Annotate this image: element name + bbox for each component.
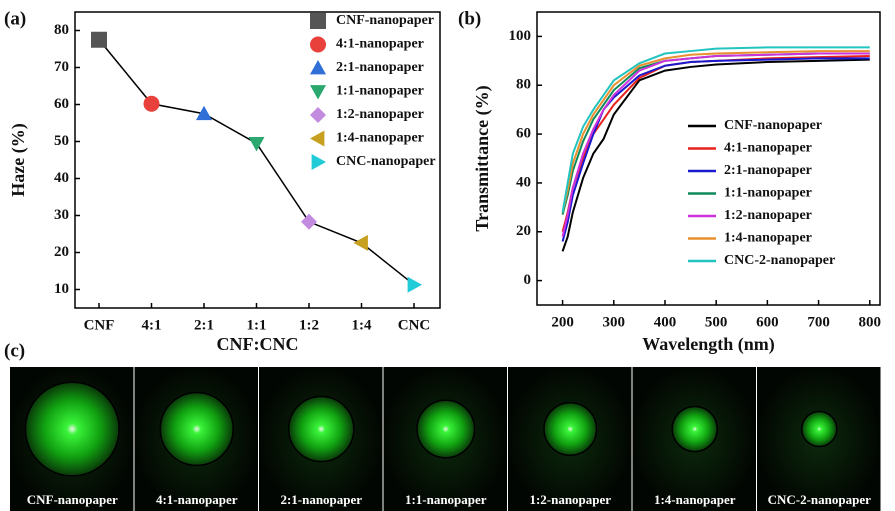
data-line — [563, 47, 870, 212]
x-tick-label: 300 — [603, 314, 626, 330]
y-tick-label: 70 — [54, 59, 69, 75]
legend-label: 2:1-nanopaper — [336, 60, 424, 75]
photo-caption: 1:4-nanopaper — [654, 492, 736, 507]
marker — [144, 96, 160, 112]
x-tick-label: 200 — [551, 314, 574, 330]
x-tick-label: 700 — [807, 314, 830, 330]
legend-marker — [310, 13, 326, 29]
marker — [249, 137, 265, 151]
legend-label: CNC-nanopaper — [336, 154, 436, 169]
legend-label: 4:1-nanopaper — [724, 141, 812, 156]
data-line — [563, 54, 870, 237]
y-tick-label: 60 — [54, 96, 69, 112]
legend-marker — [310, 37, 326, 53]
data-line — [563, 51, 870, 212]
legend-marker — [310, 131, 324, 147]
x-tick-label: CNC — [398, 317, 431, 333]
legend-label: 1:1-nanopaper — [724, 186, 812, 201]
panel-label: (c) — [4, 340, 25, 361]
panel-label: (a) — [4, 8, 26, 29]
legend-label: 1:2-nanopaper — [724, 208, 812, 223]
x-tick-label: 4:1 — [142, 317, 162, 333]
legend-label: 2:1-nanopaper — [724, 163, 812, 178]
photo-caption: 2:1-nanopaper — [280, 492, 362, 507]
data-line — [563, 54, 870, 215]
marker — [354, 235, 368, 251]
photo-caption: 1:2-nanopaper — [529, 492, 611, 507]
marker — [301, 214, 317, 230]
legend-label: 1:4-nanopaper — [336, 131, 424, 146]
photo-caption: CNC-2-nanopaper — [768, 492, 872, 507]
panel-label: (b) — [458, 8, 481, 29]
y-tick-label: 40 — [516, 174, 531, 190]
legend-label: 1:1-nanopaper — [336, 84, 424, 99]
legend-marker — [310, 85, 326, 99]
y-tick-label: 60 — [516, 126, 531, 142]
y-tick-label: 0 — [524, 272, 532, 288]
y-tick-label: 100 — [509, 28, 532, 44]
x-tick-label: 2:1 — [194, 317, 214, 333]
y-tick-label: 80 — [516, 77, 531, 93]
legend-label: 1:4-nanopaper — [724, 231, 812, 246]
x-tick-label: 500 — [705, 314, 728, 330]
y-axis-title: Transmittance (%) — [472, 85, 493, 231]
marker — [408, 277, 422, 293]
x-axis-title: CNF:CNC — [217, 334, 299, 354]
marker — [91, 32, 107, 48]
x-tick-label: CNF — [84, 317, 115, 333]
legend-label: 4:1-nanopaper — [336, 37, 424, 52]
legend-marker — [310, 107, 326, 123]
data-line — [563, 56, 870, 232]
legend-label: CNF-nanopaper — [336, 13, 434, 28]
y-axis-title: Haze (%) — [8, 123, 29, 196]
photo-caption: 1:1-nanopaper — [405, 492, 487, 507]
y-tick-label: 10 — [54, 281, 69, 297]
data-line — [563, 58, 870, 241]
y-tick-label: 30 — [54, 207, 69, 223]
x-tick-label: 400 — [654, 314, 677, 330]
x-tick-label: 1:2 — [299, 317, 319, 333]
figure: (a) (b) (c) 10 20 30 40 50 60 70 80 CNF 4:1 2:1 1:1… — [0, 0, 895, 511]
x-tick-label: 1:4 — [352, 317, 372, 333]
photo-caption: CNF-nanopaper — [27, 492, 118, 507]
y-tick-label: 50 — [54, 133, 69, 149]
x-tick-label: 600 — [756, 314, 779, 330]
legend-marker — [312, 154, 326, 170]
legend-label: CNF-nanopaper — [724, 118, 822, 133]
y-tick-label: 20 — [516, 223, 531, 239]
photo-caption: 4:1-nanopaper — [156, 492, 238, 507]
legend-label: 1:2-nanopaper — [336, 107, 424, 122]
legend-marker — [310, 60, 326, 74]
y-tick-label: 80 — [54, 22, 69, 38]
y-tick-label: 20 — [54, 244, 69, 260]
x-tick-label: 800 — [859, 314, 882, 330]
y-tick-label: 40 — [54, 170, 69, 186]
x-tick-label: 1:1 — [247, 317, 267, 333]
legend-label: CNC-2-nanopaper — [724, 253, 835, 268]
x-axis-title: Wavelength (nm) — [642, 334, 775, 355]
